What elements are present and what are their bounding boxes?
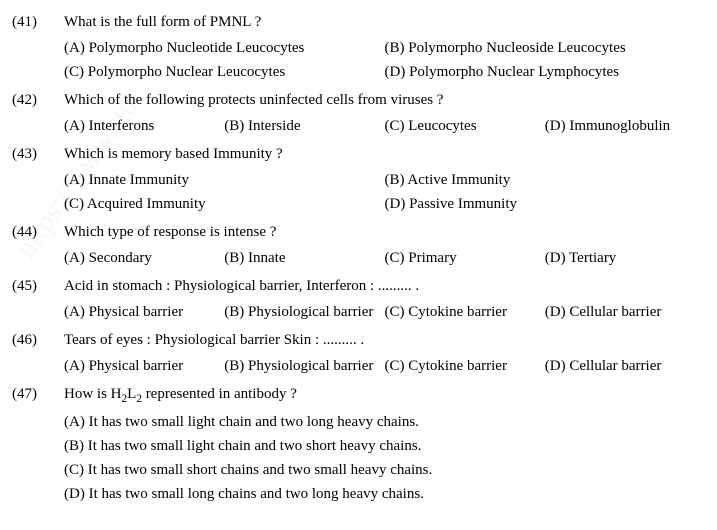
option-a: (A) Physical barrier bbox=[64, 354, 224, 378]
question-stem: Which type of response is intense ? bbox=[64, 220, 705, 244]
question-number: (45) bbox=[12, 274, 64, 326]
option-a: (A) Physical barrier bbox=[64, 300, 224, 324]
question-body: Acid in stomach : Physiological barrier,… bbox=[64, 274, 705, 326]
option-c: (C) Cytokine barrier bbox=[385, 354, 545, 378]
option-b: (B) Active Immunity bbox=[385, 168, 706, 192]
option-a: (A) It has two small light chain and two… bbox=[64, 410, 705, 434]
option-d: (D) Passive Immunity bbox=[385, 192, 706, 216]
options-row: (A) Secondary (B) Innate (C) Primary (D)… bbox=[64, 246, 705, 270]
question-42: (42) Which of the following protects uni… bbox=[12, 88, 705, 140]
question-44: (44) Which type of response is intense ?… bbox=[12, 220, 705, 272]
option-c: (C) It has two small short chains and tw… bbox=[64, 458, 705, 482]
question-body: How is H2L2 represented in antibody ? (A… bbox=[64, 382, 705, 508]
question-stem: How is H2L2 represented in antibody ? bbox=[64, 382, 705, 408]
option-b: (B) Physiological barrier bbox=[224, 354, 384, 378]
options-row: (A) Innate Immunity (B) Active Immunity … bbox=[64, 168, 705, 216]
option-c: (C) Polymorpho Nuclear Leucocytes bbox=[64, 60, 385, 84]
question-46: (46) Tears of eyes : Physiological barri… bbox=[12, 328, 705, 380]
option-b: (B) Interside bbox=[224, 114, 384, 138]
option-c: (C) Primary bbox=[385, 246, 545, 270]
question-body: Which of the following protects uninfect… bbox=[64, 88, 705, 140]
question-number: (42) bbox=[12, 88, 64, 140]
question-45: (45) Acid in stomach : Physiological bar… bbox=[12, 274, 705, 326]
option-d: (D) Polymorpho Nuclear Lymphocytes bbox=[385, 60, 706, 84]
option-c: (C) Leucocytes bbox=[385, 114, 545, 138]
question-stem: Acid in stomach : Physiological barrier,… bbox=[64, 274, 705, 298]
options-row: (A) It has two small light chain and two… bbox=[64, 410, 705, 506]
question-stem: What is the full form of PMNL ? bbox=[64, 10, 705, 34]
question-body: Which type of response is intense ? (A) … bbox=[64, 220, 705, 272]
question-41: (41) What is the full form of PMNL ? (A)… bbox=[12, 10, 705, 86]
question-43: (43) Which is memory based Immunity ? (A… bbox=[12, 142, 705, 218]
question-number: (47) bbox=[12, 382, 64, 508]
option-d: (D) It has two small long chains and two… bbox=[64, 482, 705, 506]
option-c: (C) Acquired Immunity bbox=[64, 192, 385, 216]
question-body: Which is memory based Immunity ? (A) Inn… bbox=[64, 142, 705, 218]
options-row: (A) Physical barrier (B) Physiological b… bbox=[64, 300, 705, 324]
options-row: (A) Polymorpho Nucleotide Leucocytes (B)… bbox=[64, 36, 705, 84]
question-stem: Which is memory based Immunity ? bbox=[64, 142, 705, 166]
question-body: Tears of eyes : Physiological barrier Sk… bbox=[64, 328, 705, 380]
option-b: (B) It has two small light chain and two… bbox=[64, 434, 705, 458]
option-d: (D) Immunoglobulin bbox=[545, 114, 705, 138]
questions-container: (41) What is the full form of PMNL ? (A)… bbox=[12, 10, 705, 508]
question-stem: Which of the following protects uninfect… bbox=[64, 88, 705, 112]
question-body: What is the full form of PMNL ? (A) Poly… bbox=[64, 10, 705, 86]
option-a: (A) Polymorpho Nucleotide Leucocytes bbox=[64, 36, 385, 60]
question-number: (41) bbox=[12, 10, 64, 86]
options-row: (A) Physical barrier (B) Physiological b… bbox=[64, 354, 705, 378]
option-d: (D) Tertiary bbox=[545, 246, 705, 270]
option-a: (A) Interferons bbox=[64, 114, 224, 138]
question-stem: Tears of eyes : Physiological barrier Sk… bbox=[64, 328, 705, 352]
option-d: (D) Cellular barrier bbox=[545, 354, 705, 378]
option-a: (A) Innate Immunity bbox=[64, 168, 385, 192]
option-c: (C) Cytokine barrier bbox=[385, 300, 545, 324]
option-b: (B) Innate bbox=[224, 246, 384, 270]
options-row: (A) Interferons (B) Interside (C) Leucoc… bbox=[64, 114, 705, 138]
question-number: (43) bbox=[12, 142, 64, 218]
option-b: (B) Polymorpho Nucleoside Leucocytes bbox=[385, 36, 706, 60]
option-d: (D) Cellular barrier bbox=[545, 300, 705, 324]
question-number: (44) bbox=[12, 220, 64, 272]
option-a: (A) Secondary bbox=[64, 246, 224, 270]
option-b: (B) Physiological barrier bbox=[224, 300, 384, 324]
question-number: (46) bbox=[12, 328, 64, 380]
question-47: (47) How is H2L2 represented in antibody… bbox=[12, 382, 705, 508]
